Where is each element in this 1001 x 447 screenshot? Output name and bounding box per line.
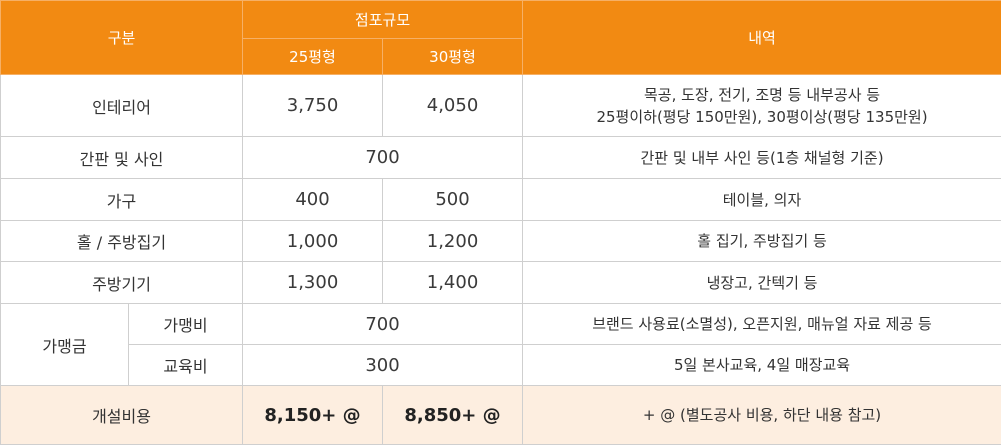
- table-row-interior: 인테리어 3,750 4,050 목공, 도장, 전기, 조명 등 내부공사 등…: [0, 74, 1001, 137]
- row-label-signage: 간판 및 사인: [0, 136, 244, 179]
- furniture-description: 테이블, 의자: [522, 178, 1001, 221]
- interior-value-30: 4,050: [382, 74, 524, 137]
- row-label-hall-kitchen: 홀 / 주방집기: [0, 220, 244, 262]
- table-row-training: 교육비 300 5일 본사교육, 4일 매장교육: [1, 344, 1001, 386]
- table-row-total: 개설비용 8,150+ @ 8,850+ @ + @ (별도공사 비용, 하단 …: [0, 385, 1001, 445]
- row-label-furniture: 가구: [0, 178, 244, 221]
- header-store-size: 점포규모: [242, 0, 524, 39]
- training-description: 5일 본사교육, 4일 매장교육: [522, 344, 1001, 386]
- interior-description-line1: 목공, 도장, 전기, 조명 등 내부공사 등: [643, 85, 881, 104]
- franchise-fee-description: 브랜드 사용료(소멸성), 오픈지원, 매뉴얼 자료 제공 등: [522, 303, 1001, 345]
- row-label-training: 교육비: [127, 344, 244, 386]
- training-value: 300: [242, 344, 524, 386]
- interior-description: 목공, 도장, 전기, 조명 등 내부공사 등 25평이하(평당 150만원),…: [522, 74, 1001, 137]
- table-row-signage: 간판 및 사인 700 간판 및 내부 사인 등(1층 채널형 기준): [0, 136, 1001, 179]
- header-details: 내역: [522, 0, 1001, 75]
- table-row-furniture: 가구 400 500 테이블, 의자: [0, 178, 1001, 221]
- row-label-kitchen-equipment: 주방기기: [0, 261, 244, 304]
- row-label-franchise-fee: 가맹비: [127, 303, 244, 345]
- signage-description: 간판 및 내부 사인 등(1층 채널형 기준): [522, 136, 1001, 179]
- row-label-total: 개설비용: [0, 385, 244, 445]
- furniture-value-30: 500: [382, 178, 524, 221]
- row-label-franchise: 가맹금: [0, 303, 129, 386]
- kitchen-equipment-value-30: 1,400: [382, 261, 524, 304]
- hall-kitchen-description: 홀 집기, 주방집기 등: [522, 220, 1001, 262]
- kitchen-equipment-value-25: 1,300: [242, 261, 384, 304]
- interior-value-25: 3,750: [242, 74, 384, 137]
- hall-kitchen-value-30: 1,200: [382, 220, 524, 262]
- total-description: + @ (별도공사 비용, 하단 내용 참고): [522, 385, 1001, 445]
- furniture-value-25: 400: [242, 178, 384, 221]
- franchise-fee-value: 700: [242, 303, 524, 345]
- signage-value: 700: [242, 136, 524, 179]
- total-value-30: 8,850+ @: [382, 385, 524, 445]
- header-category: 구분: [0, 0, 244, 75]
- header-size-30: 30평형: [382, 38, 524, 75]
- table-row-hall-kitchen: 홀 / 주방집기 1,000 1,200 홀 집기, 주방집기 등: [0, 220, 1001, 262]
- table-row-franchise-fee: 가맹금 가맹비 700 브랜드 사용료(소멸성), 오픈지원, 매뉴얼 자료 제…: [0, 303, 1001, 386]
- hall-kitchen-value-25: 1,000: [242, 220, 384, 262]
- total-value-25: 8,150+ @: [242, 385, 384, 445]
- kitchen-equipment-description: 냉장고, 간텍기 등: [522, 261, 1001, 304]
- row-label-interior: 인테리어: [0, 74, 244, 137]
- interior-description-line2: 25평이하(평당 150만원), 30평이상(평당 135만원): [596, 107, 928, 126]
- header-size-25: 25평형: [242, 38, 384, 75]
- table-row-kitchen-equipment: 주방기기 1,300 1,400 냉장고, 간텍기 등: [0, 261, 1001, 304]
